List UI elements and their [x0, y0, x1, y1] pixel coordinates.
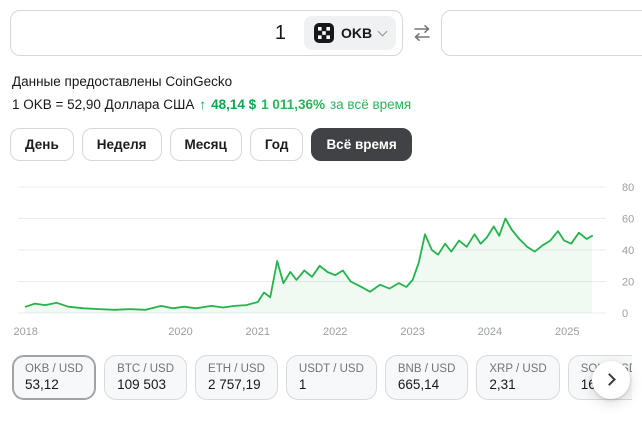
- tab-all-time[interactable]: Всё время: [311, 128, 412, 162]
- ticker-card-bnb-usd[interactable]: BNB / USD 665,14: [384, 355, 469, 401]
- data-source-note: Данные предоставлены CoinGecko: [12, 74, 233, 89]
- ticker-card-btc-usd[interactable]: BTC / USD 109 503: [104, 355, 188, 401]
- ticker-value: 1: [298, 377, 307, 393]
- swap-arrows-icon: [414, 25, 430, 41]
- ticker-pair: USDT / USD: [298, 363, 364, 376]
- rate-info: Данные предоставлены CoinGecko 1 OKB = 5…: [12, 72, 630, 114]
- svg-text:2020: 2020: [168, 326, 192, 338]
- converter-row: OKB USD: [10, 10, 642, 56]
- ticker-card-xrp-usd[interactable]: XRP / USD 2,31: [476, 355, 560, 401]
- ticker-pair: BTC / USD: [117, 363, 175, 376]
- change-absolute: 48,14 $: [211, 96, 257, 112]
- ticker-pair: ETH / USD: [208, 363, 265, 376]
- chevron-right-icon: [603, 373, 616, 386]
- svg-text:40: 40: [622, 245, 634, 257]
- change-percent: 1 011,36%: [261, 96, 325, 112]
- up-arrow-icon: ↑: [199, 96, 207, 112]
- tab-day[interactable]: День: [10, 128, 74, 162]
- svg-text:2018: 2018: [13, 326, 37, 338]
- amount-to-box: USD: [441, 10, 642, 56]
- swap-button[interactable]: [409, 10, 435, 56]
- amount-from-input[interactable]: [21, 21, 294, 45]
- period-tabs: День Неделя Месяц Год Всё время: [10, 128, 632, 162]
- ticker-list: OKB / USD 53,12 BTC / USD 109 503 ETH / USD 2…: [10, 353, 632, 406]
- ticker-value: 2,31: [489, 377, 516, 393]
- svg-text:2022: 2022: [323, 326, 347, 338]
- price-chart: 0 20 40 60 80 2018 2020 2021 2022 2023 2024 2025: [10, 173, 634, 345]
- ticker-value: 2 757,19: [208, 377, 261, 393]
- ticker-card-eth-usd[interactable]: ETH / USD 2 757,19: [195, 355, 278, 401]
- tab-week[interactable]: Неделя: [81, 128, 162, 162]
- currency-from-label: OKB: [341, 25, 373, 41]
- svg-text:80: 80: [622, 182, 634, 194]
- svg-text:60: 60: [622, 214, 634, 226]
- price-chart-svg: 0 20 40 60 80 2018 2020 2021 2022 2023 2024 2025: [13, 182, 634, 338]
- svg-text:2025: 2025: [555, 326, 579, 338]
- ticker-card-usdt-usd[interactable]: USDT / USD 1: [285, 355, 377, 401]
- svg-text:2021: 2021: [246, 326, 270, 338]
- change-period: за всё время: [329, 96, 412, 112]
- ticker-pair: XRP / USD: [489, 363, 547, 376]
- svg-text:20: 20: [622, 277, 634, 289]
- ticker-value: 53,12: [25, 377, 59, 393]
- next-tickers-button[interactable]: [592, 360, 630, 399]
- ticker-value: 109 503: [117, 377, 166, 393]
- svg-text:2023: 2023: [400, 326, 424, 338]
- svg-text:0: 0: [622, 308, 628, 320]
- rate-line: 1 OKB = 52,90 Доллара США ↑ 48,14 $ 1 01…: [12, 95, 630, 115]
- okb-logo-icon: [314, 23, 334, 43]
- chevron-down-icon: [377, 26, 388, 36]
- ticker-card-okb-usd[interactable]: OKB / USD 53,12: [12, 355, 97, 401]
- amount-from-box: OKB: [10, 10, 404, 56]
- rate-text: 1 OKB = 52,90 Доллара США: [12, 96, 195, 112]
- ticker-pair: BNB / USD: [397, 363, 456, 376]
- tab-month[interactable]: Месяц: [169, 128, 242, 162]
- tickers-section: OKB / USD 53,12 BTC / USD 109 503 ETH / USD 2…: [10, 353, 632, 406]
- amount-to-input[interactable]: [452, 21, 642, 45]
- tab-year[interactable]: Год: [249, 128, 304, 162]
- svg-text:2024: 2024: [478, 326, 502, 338]
- ticker-value: 665,14: [397, 377, 440, 393]
- currency-from-selector[interactable]: OKB: [304, 16, 397, 50]
- ticker-pair: OKB / USD: [25, 363, 84, 376]
